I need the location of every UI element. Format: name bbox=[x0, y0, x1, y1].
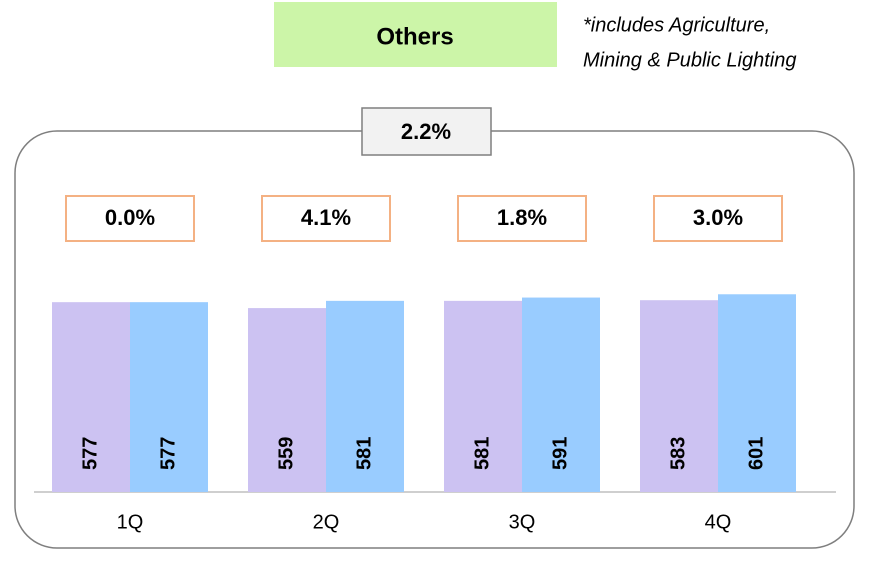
growth-box bbox=[261, 195, 391, 242]
value-label: 577 bbox=[79, 437, 101, 470]
title-box bbox=[274, 2, 557, 67]
x-tick-label: 1Q bbox=[117, 511, 144, 533]
growth-label: 1.8% bbox=[497, 205, 547, 230]
value-label: 581 bbox=[471, 437, 493, 470]
bar bbox=[52, 302, 130, 492]
value-label: 601 bbox=[745, 437, 767, 470]
x-tick-label: 4Q bbox=[705, 511, 732, 533]
bar bbox=[640, 300, 718, 492]
value-label: 583 bbox=[667, 437, 689, 470]
total-growth-box bbox=[361, 107, 492, 156]
value-label: 581 bbox=[353, 437, 375, 470]
growth-label: 0.0% bbox=[105, 205, 155, 230]
growth-label: 4.1% bbox=[301, 205, 351, 230]
bar bbox=[326, 300, 404, 492]
bar bbox=[130, 302, 208, 492]
value-label: 559 bbox=[275, 437, 297, 470]
x-tick-label: 2Q bbox=[313, 511, 340, 533]
growth-box bbox=[653, 195, 783, 242]
note-line: Mining & Public Lighting bbox=[583, 49, 796, 71]
value-label: 591 bbox=[549, 437, 571, 470]
chart-title: Others bbox=[376, 23, 453, 50]
value-label: 577 bbox=[157, 437, 179, 470]
bar bbox=[718, 294, 796, 492]
growth-box bbox=[457, 195, 587, 242]
growth-label: 3.0% bbox=[693, 205, 743, 230]
bar bbox=[248, 308, 326, 492]
x-tick-label: 3Q bbox=[509, 511, 536, 533]
total-growth: 2.2% bbox=[401, 119, 451, 144]
bar bbox=[444, 300, 522, 492]
note-line: *includes Agriculture, bbox=[583, 14, 770, 36]
bar bbox=[522, 297, 600, 492]
growth-box bbox=[65, 195, 195, 242]
